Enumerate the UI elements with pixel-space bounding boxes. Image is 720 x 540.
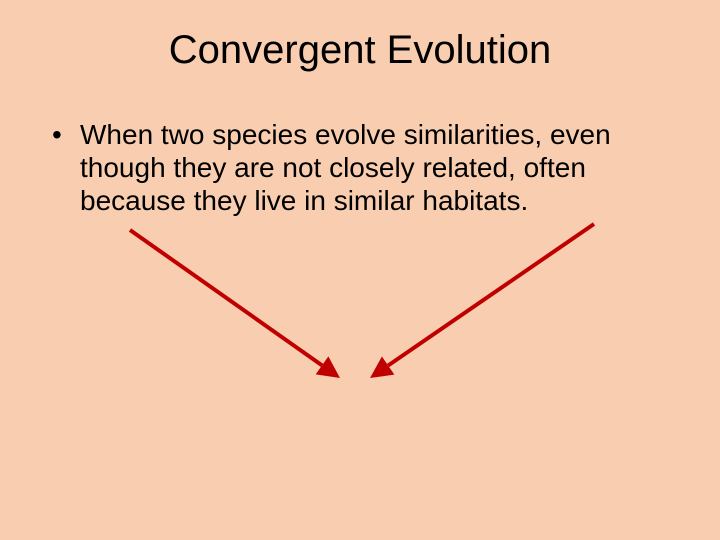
convergent-arrows-diagram bbox=[0, 0, 720, 540]
slide: Convergent Evolution • When two species … bbox=[0, 0, 720, 540]
arrow-left-icon bbox=[130, 230, 340, 378]
arrow-right-icon bbox=[370, 224, 594, 378]
